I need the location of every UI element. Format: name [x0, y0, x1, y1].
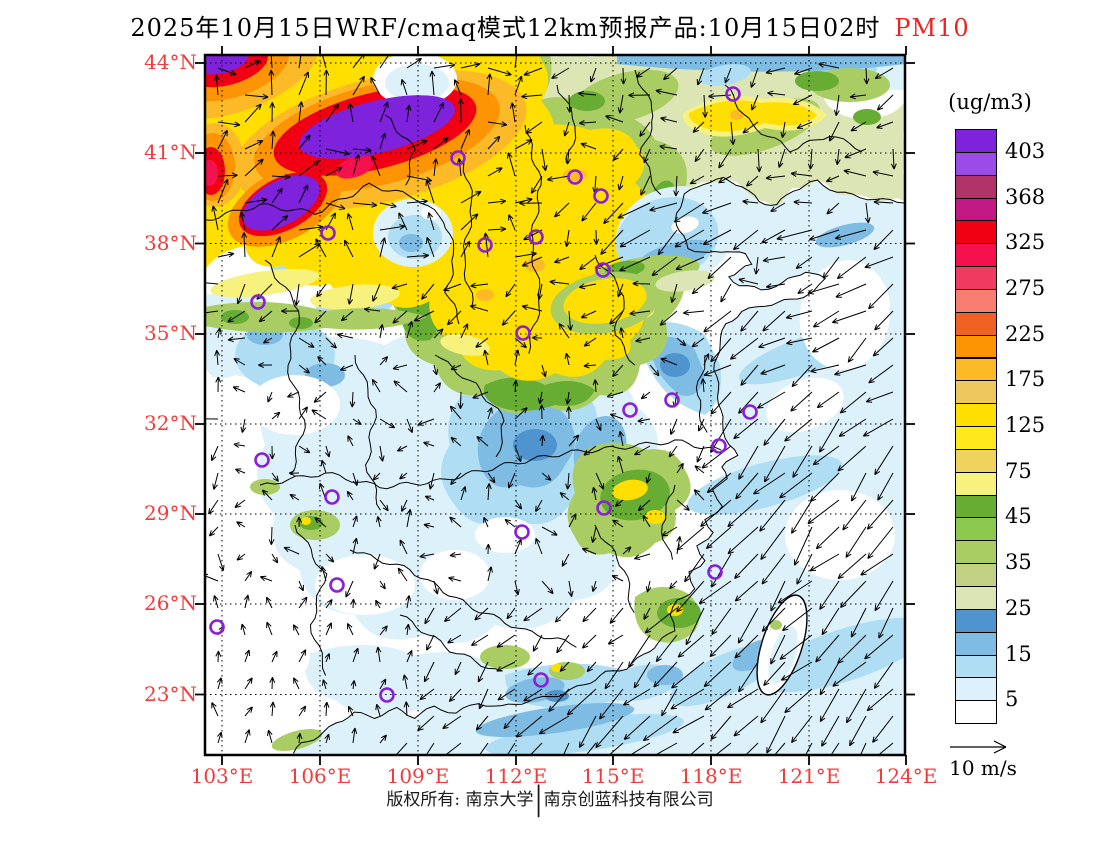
legend-tick-label: 125: [1005, 413, 1046, 438]
city-marker: [324, 489, 340, 505]
wind-reference-label: 10 m/s: [949, 756, 1017, 780]
city-marker: [711, 438, 727, 454]
map-frame: [203, 53, 907, 757]
legend-tick-label: 175: [1005, 367, 1046, 392]
city-marker: [477, 237, 493, 253]
city-marker-layer: [209, 86, 758, 703]
legend-color-box: [955, 311, 997, 336]
legend-tick-label: 15: [1005, 641, 1032, 666]
city-marker: [664, 392, 680, 408]
city-marker: [329, 577, 345, 593]
city-marker: [514, 524, 530, 540]
legend-color-box: [955, 174, 997, 199]
legend-color-box: [955, 220, 997, 245]
footer-separator: |: [535, 781, 542, 819]
legend-color-box: [955, 654, 997, 679]
legend-color-box: [955, 266, 997, 290]
legend-tick-label: 5: [1005, 687, 1019, 712]
lon-label-115°E: 115°E: [581, 764, 645, 788]
lon-label-118°E: 118°E: [679, 764, 743, 788]
city-marker: [725, 86, 741, 102]
title-text: 2025年10月15日WRF/cmaq模式12km预报产品:10月15日02时: [130, 14, 881, 42]
legend-color-box: [955, 608, 997, 633]
legend-color-box: [955, 288, 997, 313]
legend-color-box: [955, 334, 997, 359]
city-marker: [528, 229, 544, 245]
legend-tick-label: 275: [1005, 275, 1046, 300]
legend-color-box: [955, 448, 997, 473]
lon-label-121°E: 121°E: [777, 764, 841, 788]
lon-label-112°E: 112°E: [484, 764, 548, 788]
copyright-footer: 版权所有: 南京大学 | 南京创蓝科技有限公司: [0, 781, 1100, 819]
legend-color-box: [955, 631, 997, 656]
legend-color-box: [955, 426, 997, 450]
city-marker: [515, 325, 531, 341]
legend-color-box: [955, 197, 997, 222]
legend-tick-label: 45: [1005, 504, 1032, 529]
footer-right: 南京创蓝科技有限公司: [543, 790, 714, 810]
legend-color-box: [955, 494, 997, 519]
lat-label-23°N: 23°N: [144, 681, 197, 706]
city-marker: [595, 262, 611, 278]
coastline-border-layer: [205, 70, 905, 753]
lat-label-35°N: 35°N: [144, 321, 197, 345]
lon-label-103°E: 103°E: [190, 764, 254, 788]
legend-color-box: [955, 677, 997, 702]
legend-tick-label: 225: [1005, 321, 1046, 346]
lat-label-41°N: 41°N: [144, 140, 197, 164]
city-marker: [533, 672, 549, 688]
legend-color-box: [955, 586, 997, 610]
city-marker: [707, 564, 723, 580]
legend-tick-label: 25: [1005, 595, 1032, 620]
legend-color-box: [955, 700, 997, 725]
latlon-gridlines: [205, 55, 905, 755]
lat-label-29°N: 29°N: [144, 501, 197, 525]
lon-label-109°E: 109°E: [386, 764, 450, 788]
city-marker: [622, 402, 638, 418]
legend-color-box: [955, 243, 997, 268]
legend-tick-label: 35: [1005, 550, 1032, 575]
city-marker: [450, 150, 466, 166]
lat-label-38°N: 38°N: [144, 230, 197, 255]
pm10-concentration-map: [205, 55, 905, 755]
legend-color-box: [955, 403, 997, 428]
legend-color-box: [955, 380, 997, 405]
city-marker: [742, 404, 758, 420]
legend-color-box: [955, 563, 997, 587]
wind-reference-arrow: [948, 738, 1012, 754]
lat-label-26°N: 26°N: [144, 591, 197, 615]
legend-tick-label: 368: [1005, 184, 1046, 209]
legend-color-box: [955, 151, 997, 176]
legend-tick-label: 325: [1005, 230, 1046, 255]
legend-color-box: [955, 357, 997, 382]
legend-color-box: [955, 129, 997, 153]
city-marker: [596, 500, 612, 516]
page-title: 2025年10月15日WRF/cmaq模式12km预报产品:10月15日02时 P…: [0, 8, 1100, 43]
city-marker: [593, 188, 609, 204]
legend-color-box: [955, 517, 997, 542]
city-marker: [320, 225, 336, 241]
footer-left: 版权所有: 南京大学: [386, 790, 534, 810]
legend-color-box: [955, 540, 997, 565]
colorbar-units: (ug/m3): [948, 90, 1032, 114]
city-marker: [250, 294, 266, 310]
legend-color-box: [955, 471, 997, 496]
lon-label-106°E: 106°E: [288, 764, 352, 788]
concentration-fill-layer: [205, 55, 905, 755]
city-marker: [254, 452, 270, 468]
lon-label-124°E: 124°E: [874, 764, 938, 788]
legend-tick-label: 75: [1005, 458, 1032, 483]
legend-tick-label: 403: [1005, 138, 1046, 163]
axis-ticks: [195, 46, 915, 765]
city-marker: [209, 619, 225, 635]
lat-label-44°N: 44°N: [144, 50, 197, 74]
lat-label-32°N: 32°N: [144, 411, 197, 435]
city-marker: [379, 687, 395, 703]
city-marker: [567, 169, 583, 185]
title-pollutant: PM10: [894, 14, 970, 42]
wind-vector-layer: [198, 43, 897, 780]
